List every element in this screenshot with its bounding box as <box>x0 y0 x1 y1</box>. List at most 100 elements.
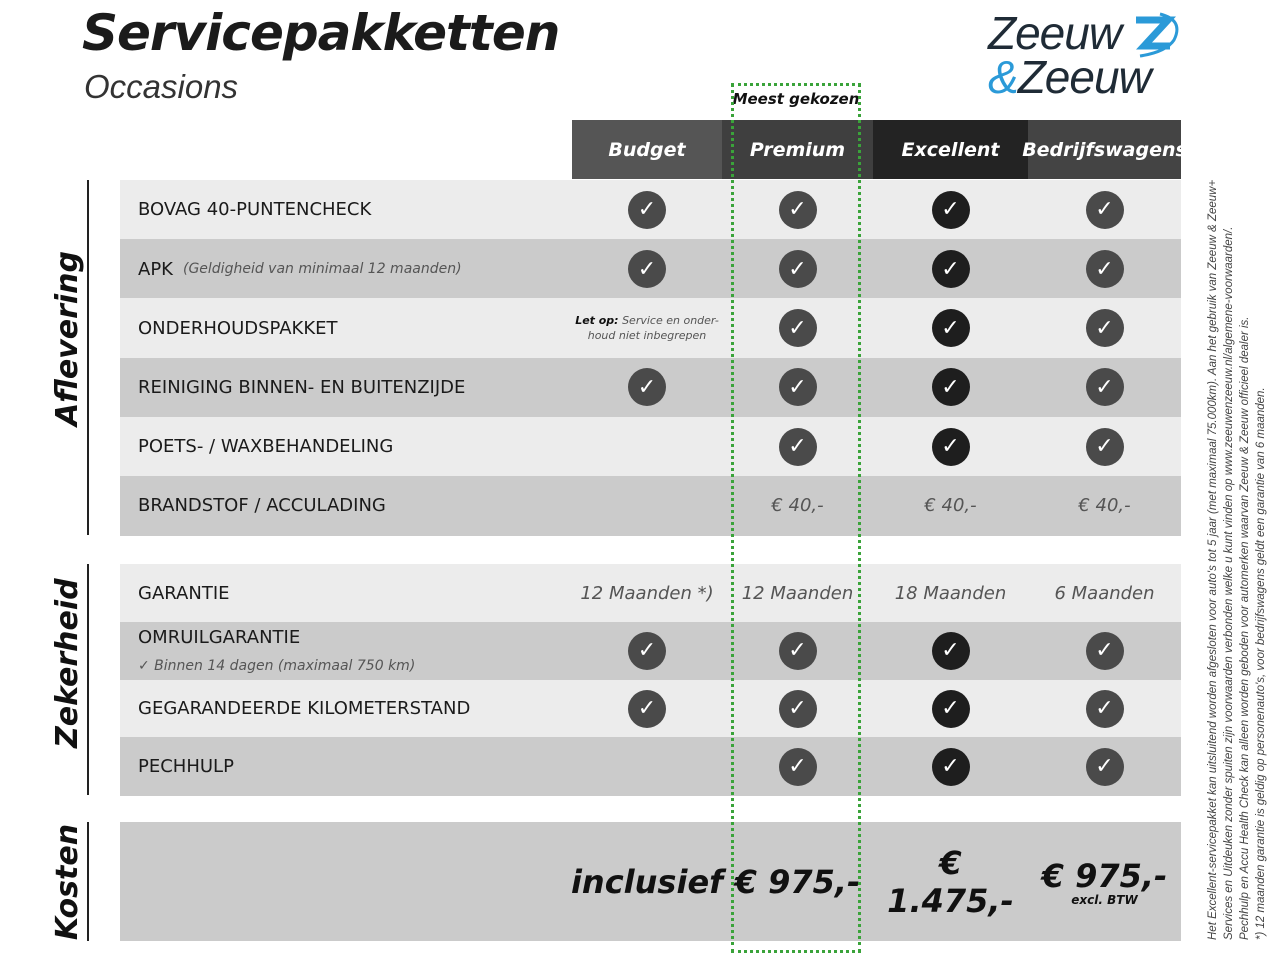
row-label-text: BRANDSTOF / ACCULADING <box>138 495 386 517</box>
check-icon: ✓ <box>628 689 666 728</box>
footnote: Services en Uitdeuken zonder spuiten zij… <box>1223 226 1235 940</box>
cell-excellent: ✓ <box>873 180 1028 240</box>
check-icon: ✓ <box>1085 747 1124 786</box>
row-label-text: GEGARANDEERDE KILOMETERSTAND <box>138 698 471 720</box>
row-label-text: REINIGING BINNEN- EN BUITENZIJDE <box>138 376 466 398</box>
zeeuw-zeeuw-logo: Zeeuw &Zeeuw <box>988 6 1188 103</box>
cell-value: € 40,- <box>924 495 977 517</box>
most-chosen-label: Meest gekozen <box>732 90 860 108</box>
cell-bedrijfswagens: € 40,- <box>1028 476 1181 536</box>
cell-value: 18 Maanden <box>894 582 1007 604</box>
table-row: REINIGING BINNEN- EN BUITENZIJDE ✓ ✓ ✓ ✓ <box>120 357 1181 418</box>
check-icon: ✓ <box>1085 250 1124 289</box>
check-icon: ✓ <box>931 309 970 348</box>
cell-budget: ✓ <box>572 622 722 680</box>
column-header-budget: Budget <box>572 120 722 179</box>
row-label-text: POETS- / WAXBEHANDELING <box>138 436 394 458</box>
cell-budget <box>572 476 722 536</box>
cell-budget: Let op: Service en onder-houd niet inbeg… <box>572 298 722 358</box>
price-budget: inclusief <box>570 822 724 941</box>
check-icon: ✓ <box>931 190 970 229</box>
cell-budget <box>572 737 722 795</box>
price-bedrijfswagens: € 975,- excl. BTW <box>1028 822 1181 941</box>
price-value: € 975,- <box>1041 856 1168 895</box>
cell-value: € 40,- <box>771 495 824 517</box>
cell-excellent: ✓ <box>873 737 1028 795</box>
cell-bedrijfswagens: ✓ <box>1028 737 1181 795</box>
cell-bedrijfswagens: ✓ <box>1028 622 1181 680</box>
cell-excellent: € 40,- <box>873 476 1028 536</box>
footnote: Pechhulp en Accu Health Check kan alleen… <box>1239 316 1251 941</box>
note-bold: Let op: <box>575 314 619 328</box>
cell-premium: ✓ <box>722 358 873 418</box>
row-label: ONDERHOUDSPAKKET <box>138 298 338 358</box>
cell-value: € 40,- <box>1078 495 1131 517</box>
cell-premium: ✓ <box>722 298 873 358</box>
price-value: € 975,- <box>734 862 861 901</box>
check-icon: ✓ <box>931 747 970 786</box>
price-premium: € 975,- <box>722 822 873 941</box>
price-value: € 1.475,- <box>887 843 1014 920</box>
table-row: PECHHULP ✓ ✓ ✓ <box>120 737 1181 796</box>
cell-excellent: ✓ <box>873 622 1028 680</box>
page-subtitle: Occasions <box>84 68 239 105</box>
section-label-zekerheid: Zekerheid <box>50 578 85 748</box>
cell-note: Let op: Service en onder-houd niet inbeg… <box>572 313 722 343</box>
cell-budget: 12 Maanden *) <box>572 564 722 622</box>
check-icon: ✓ <box>778 631 817 670</box>
check-icon: ✓ <box>1085 689 1124 728</box>
row-label-text: OMRUILGARANTIE <box>138 626 301 648</box>
cell-excellent: 18 Maanden <box>873 564 1028 622</box>
check-icon: ✓ <box>778 747 817 786</box>
footnote: Het Excellent-servicepakket kan uitsluit… <box>1207 179 1219 940</box>
check-icon: ✓ <box>628 368 666 407</box>
check-icon: ✓ <box>1085 368 1124 407</box>
footnotes: Het Excellent-servicepakket kan uitsluit… <box>1205 120 1269 940</box>
check-icon: ✓ <box>628 631 666 670</box>
check-icon: ✓ <box>931 631 970 670</box>
pricing-row: inclusief € 975,- € 1.475,- € 975,- excl. BT… <box>120 822 1181 941</box>
check-icon: ✓ <box>1085 190 1124 229</box>
check-icon: ✓ <box>1085 631 1124 670</box>
row-sub-note: ✓ Binnen 14 dagen (maximaal 750 km) <box>138 657 416 674</box>
cell-premium: ✓ <box>722 737 873 795</box>
check-icon: ✓ <box>778 427 817 466</box>
row-label: APK (Geldigheid van minimaal 12 maanden) <box>138 239 462 299</box>
row-label: REINIGING BINNEN- EN BUITENZIJDE <box>138 358 465 418</box>
note-text: Service en onder-houd niet inbegrepen <box>587 314 719 343</box>
row-label-text: BOVAG 40-PUNTENCHECK <box>138 199 372 221</box>
row-label-text: ONDERHOUDSPAKKET <box>138 317 338 339</box>
row-label-text: PECHHULP <box>138 756 234 778</box>
check-icon: ✓ <box>778 689 817 728</box>
check-icon: ✓ <box>778 368 817 407</box>
cell-budget <box>572 417 722 477</box>
cell-budget: ✓ <box>572 358 722 418</box>
check-icon: ✓ <box>628 250 666 289</box>
column-header-bedrijfswagens: Bedrijfswagens <box>1022 120 1187 179</box>
cell-bedrijfswagens: ✓ <box>1028 239 1181 299</box>
cell-premium: ✓ <box>722 417 873 477</box>
column-header-excellent: Excellent <box>873 120 1028 179</box>
check-icon: ✓ <box>778 250 817 289</box>
cell-bedrijfswagens: ✓ <box>1028 680 1181 738</box>
cell-premium: € 40,- <box>722 476 873 536</box>
check-icon: ✓ <box>1085 427 1124 466</box>
check-icon: ✓ <box>931 368 970 407</box>
row-label-text: GARANTIE <box>138 582 230 604</box>
table-row: GEGARANDEERDE KILOMETERSTAND ✓ ✓ ✓ ✓ <box>120 679 1181 738</box>
cell-value: 12 Maanden *) <box>580 582 714 604</box>
price-excellent: € 1.475,- <box>873 822 1028 941</box>
table-row: GARANTIE 12 Maanden *) 12 Maanden 18 Maande… <box>120 564 1181 623</box>
row-label: OMRUILGARANTIE <box>138 622 300 680</box>
table-row: ONDERHOUDSPAKKET Let op: Service en onder… <box>120 298 1181 359</box>
cell-bedrijfswagens: ✓ <box>1028 180 1181 240</box>
cell-excellent: ✓ <box>873 417 1028 477</box>
table-row: BRANDSTOF / ACCULADING € 40,- € 40,- € 40,- <box>120 476 1181 536</box>
table-row: POETS- / WAXBEHANDELING ✓ ✓ ✓ <box>120 416 1181 477</box>
row-label: POETS- / WAXBEHANDELING <box>138 417 393 477</box>
column-header-premium: Premium <box>722 120 873 179</box>
row-label: BRANDSTOF / ACCULADING <box>138 476 386 536</box>
z-swoosh-icon <box>1136 12 1179 58</box>
cell-premium: ✓ <box>722 180 873 240</box>
price-value: inclusief <box>570 862 724 901</box>
